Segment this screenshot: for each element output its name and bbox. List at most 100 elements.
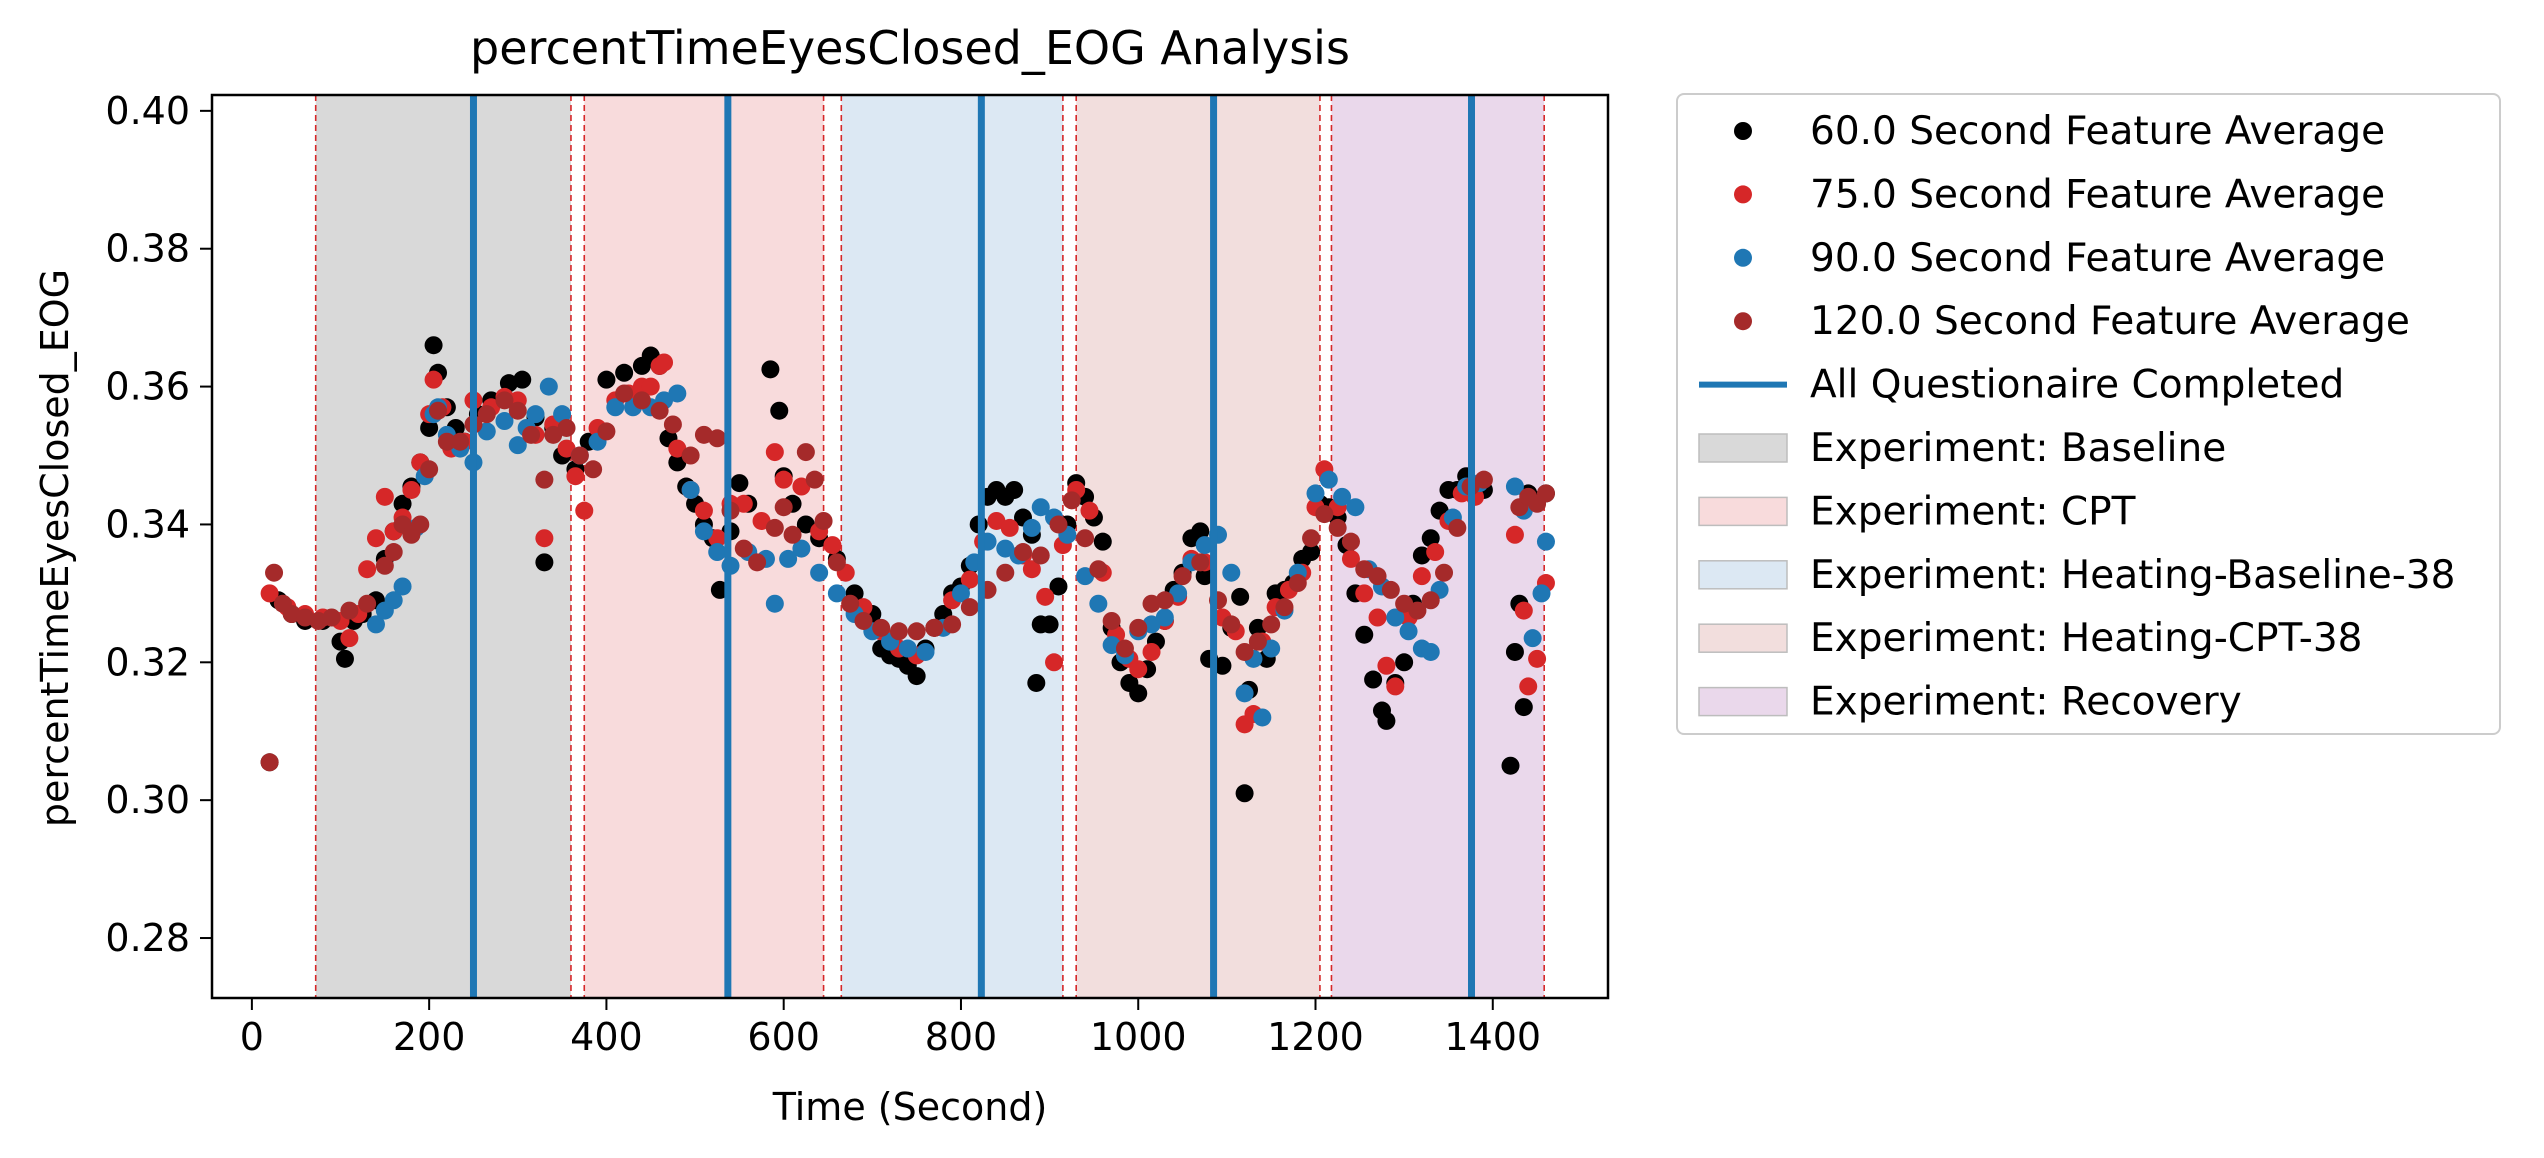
y-tick-label: 0.34 — [105, 502, 190, 546]
data-point — [1000, 518, 1019, 537]
series-4 — [260, 384, 1555, 772]
data-point — [872, 618, 891, 637]
x-tick-label: 0 — [240, 1015, 264, 1059]
legend-marker — [1734, 185, 1752, 204]
data-point — [1421, 642, 1440, 661]
data-point — [1399, 622, 1418, 641]
data-point — [1426, 543, 1445, 562]
data-point — [535, 470, 554, 489]
data-point — [987, 511, 1006, 530]
data-point — [796, 515, 815, 534]
y-tick-label: 0.32 — [105, 640, 190, 684]
data-point — [761, 360, 780, 379]
data-point — [694, 501, 713, 520]
data-point — [1341, 549, 1360, 568]
data-point — [477, 422, 496, 441]
data-point — [539, 377, 558, 396]
legend-label: All Questionaire Completed — [1810, 363, 2344, 408]
data-point — [1532, 584, 1551, 603]
legend-marker — [1734, 122, 1752, 140]
data-point — [663, 415, 682, 434]
data-point — [1421, 591, 1440, 610]
data-point — [1031, 546, 1050, 565]
x-tick-label: 1200 — [1267, 1015, 1364, 1059]
data-point — [814, 511, 833, 530]
legend: 60.0 Second Feature Average 75.0 Second F… — [1676, 93, 2501, 735]
data-point — [1036, 587, 1055, 606]
legend-label: Experiment: Baseline — [1810, 426, 2226, 471]
data-point — [366, 529, 385, 548]
data-point — [1355, 560, 1374, 579]
data-point — [1014, 543, 1033, 562]
data-point — [770, 401, 789, 420]
data-point — [1288, 574, 1307, 593]
data-point — [1386, 608, 1405, 627]
data-point — [1528, 649, 1547, 668]
data-point — [1093, 532, 1112, 551]
data-point — [792, 477, 811, 496]
data-point — [1195, 567, 1214, 586]
data-point — [765, 518, 784, 537]
data-point — [1027, 673, 1046, 692]
data-point — [566, 467, 585, 486]
data-point — [1368, 608, 1387, 627]
phase-span-1 — [315, 95, 571, 998]
data-point — [424, 370, 443, 389]
data-point — [1474, 470, 1493, 489]
data-point — [340, 601, 359, 620]
data-point — [1275, 598, 1294, 617]
legend-box — [1676, 93, 2501, 735]
data-point — [1386, 677, 1405, 696]
data-point — [1022, 518, 1041, 537]
phase-span-2 — [584, 95, 824, 998]
data-point — [730, 474, 749, 493]
data-point — [526, 405, 545, 424]
legend-label: 60.0 Second Feature Average — [1810, 109, 2385, 154]
data-point — [384, 591, 403, 610]
data-point — [597, 370, 616, 389]
data-point — [1235, 642, 1254, 661]
data-point — [907, 622, 926, 641]
data-point — [681, 480, 700, 499]
legend-patch — [1698, 623, 1788, 653]
data-point — [650, 401, 669, 420]
data-point — [708, 543, 727, 562]
data-point — [1514, 601, 1533, 620]
data-point — [1523, 629, 1542, 648]
y-tick-label: 0.28 — [105, 916, 190, 960]
data-point — [1031, 498, 1050, 517]
data-point — [1142, 642, 1161, 661]
data-point — [1222, 563, 1241, 582]
data-point — [1368, 567, 1387, 586]
data-point — [796, 443, 815, 462]
data-point — [335, 649, 354, 668]
data-point — [1222, 615, 1241, 634]
data-point — [694, 522, 713, 541]
data-point — [734, 539, 753, 558]
data-point — [411, 515, 430, 534]
data-point — [668, 384, 687, 403]
data-point — [597, 422, 616, 441]
data-point — [1262, 615, 1281, 634]
plot-frame — [210, 93, 1610, 1000]
plot-area: 0 200 400 600 800 1000 1200 1400 0.28 0.30 0.32 0.3… — [105, 89, 1610, 1059]
data-point — [1346, 498, 1365, 517]
data-point — [1076, 529, 1095, 548]
data-point — [1213, 656, 1232, 675]
chart-title: percentTimeEyesClosed_EOG Analysis — [470, 21, 1350, 75]
data-point — [384, 543, 403, 562]
data-point — [1505, 477, 1524, 496]
legend-patch — [1698, 560, 1788, 590]
data-point — [1514, 698, 1533, 717]
data-point — [1302, 529, 1321, 548]
x-tick-label: 1000 — [1090, 1015, 1187, 1059]
data-point — [1235, 784, 1254, 803]
data-point — [641, 377, 660, 396]
data-point — [1302, 543, 1321, 562]
data-point — [1262, 639, 1281, 658]
data-point — [632, 391, 651, 410]
data-point — [1049, 515, 1068, 534]
data-point — [889, 622, 908, 641]
data-point — [495, 412, 514, 431]
